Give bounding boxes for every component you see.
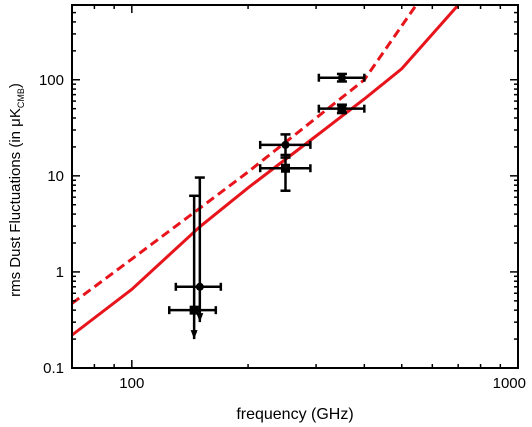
data-point-4	[258, 153, 312, 192]
circle-marker	[281, 140, 290, 149]
model-curves	[72, 5, 460, 337]
y-axis-label: rms Dust Fluctuations (in μKCMB)	[7, 83, 26, 297]
square-marker	[280, 163, 290, 173]
x-tick-label: 100	[119, 375, 144, 392]
x-tick-label: 1000	[493, 375, 526, 392]
data-points	[167, 72, 366, 340]
y-axis-label-sub: CMB	[16, 88, 26, 108]
y-axis-label-mu: μ	[7, 118, 24, 127]
data-point-2	[167, 194, 218, 340]
circle-marker	[337, 73, 346, 82]
axis-ticks	[71, 4, 519, 369]
y-axis-label-prefix: rms Dust Fluctuations (in	[7, 127, 24, 297]
square-marker	[189, 305, 199, 315]
circle-marker	[195, 282, 204, 291]
y-tick-label: 100	[39, 72, 64, 89]
y-tick-label: 10	[47, 168, 64, 185]
upper-limit-arrow	[190, 330, 198, 340]
y-axis-label-k: K	[7, 108, 24, 118]
data-point-6	[317, 103, 366, 115]
x-axis-label: frequency (GHz)	[236, 406, 353, 423]
y-tick-label: 1	[56, 264, 64, 281]
plot-frame	[71, 4, 519, 369]
model-curve-solid	[72, 5, 460, 337]
data-point-1	[174, 176, 223, 323]
y-axis-label-suffix: )	[7, 83, 24, 88]
upper-limit-arrow	[196, 313, 204, 323]
data-point-5	[317, 72, 366, 83]
y-tick-label: 0.1	[43, 360, 64, 377]
square-marker	[337, 104, 347, 114]
tick-labels: 100 1000 0.1 1 10 100	[39, 72, 526, 392]
model-curve-dashed	[72, 5, 418, 305]
